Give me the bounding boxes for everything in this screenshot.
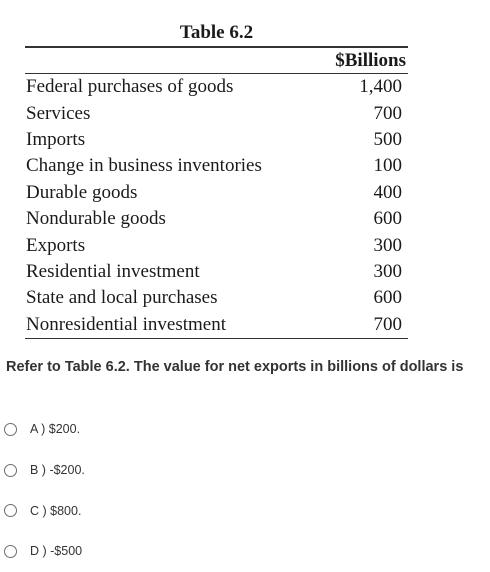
table-title: Table 6.2 <box>179 22 254 43</box>
row-value: 600 <box>373 208 403 230</box>
table-row: Imports 500 <box>25 127 408 153</box>
table-row: Residential investment 300 <box>25 259 408 285</box>
table-row: Nondurable goods 600 <box>25 206 408 232</box>
table-row: Change in business inventories 100 <box>25 153 408 179</box>
question-text: Refer to Table 6.2. The value for net ex… <box>6 359 464 375</box>
table-row: Exports 300 <box>25 232 408 258</box>
row-label: Residential investment <box>26 260 200 282</box>
table-row: State and local purchases 600 <box>25 285 408 311</box>
row-label: Change in business inventories <box>26 155 262 177</box>
row-label: Federal purchases of goods <box>26 76 234 98</box>
row-label: State and local purchases <box>26 287 218 309</box>
radio-option-c[interactable] <box>4 504 17 518</box>
radio-option-d[interactable] <box>4 544 17 558</box>
option-b-label[interactable]: B ) -$200. <box>30 463 85 478</box>
row-label: Imports <box>26 128 86 150</box>
row-label: Exports <box>26 234 86 256</box>
row-label: Nondurable goods <box>26 208 166 230</box>
option-d[interactable]: D ) -$500 <box>4 531 85 572</box>
row-value: 600 <box>373 287 403 309</box>
option-d-label[interactable]: D ) -$500 <box>30 544 83 559</box>
option-a-label[interactable]: A ) $200. <box>30 422 81 437</box>
column-header-billions: $Billions <box>335 50 406 71</box>
radio-option-b[interactable] <box>4 463 17 477</box>
radio-option-a[interactable] <box>4 422 17 436</box>
table-row: Federal purchases of goods 1,400 <box>25 74 408 100</box>
option-c-label[interactable]: C ) $800. <box>30 503 82 518</box>
row-label: Durable goods <box>26 181 138 203</box>
answer-options: A ) $200. B ) -$200. C ) $800. D ) -$500 <box>4 409 85 572</box>
row-value: 1,400 <box>359 76 402 98</box>
row-value: 300 <box>373 260 403 282</box>
row-value: 700 <box>373 313 403 335</box>
table-column-header-row: $Billions <box>25 48 408 73</box>
data-table: Table 6.2 $Billions Federal purchases of… <box>25 20 408 339</box>
row-value: 400 <box>373 181 403 203</box>
table-top-rule <box>25 46 408 48</box>
option-b[interactable]: B ) -$200. <box>4 450 85 491</box>
table-row: Nonresidential investment 700 <box>25 312 408 338</box>
option-c[interactable]: C ) $800. <box>4 490 85 531</box>
option-a[interactable]: A ) $200. <box>4 409 85 450</box>
row-value: 700 <box>373 102 403 124</box>
row-value: 500 <box>373 128 403 150</box>
table-row: Durable goods 400 <box>25 180 408 206</box>
row-label: Services <box>26 102 91 124</box>
table-header-rule <box>25 73 408 74</box>
row-label: Nonresidential investment <box>26 313 226 335</box>
row-value: 100 <box>373 155 403 177</box>
table-row: Services 700 <box>25 100 408 126</box>
table-bottom-rule <box>25 337 408 339</box>
row-value: 300 <box>373 234 403 256</box>
